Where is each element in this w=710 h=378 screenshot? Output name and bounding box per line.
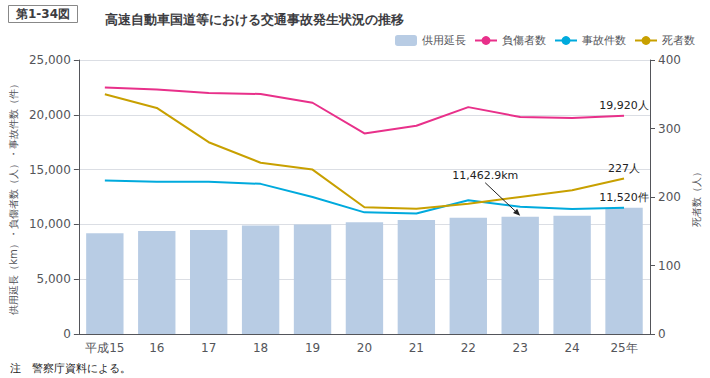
svg-text:高速自動車国道等における交通事故発生状況の推移: 高速自動車国道等における交通事故発生状況の推移 — [105, 12, 404, 27]
svg-text:供用延長（km）・負傷者数（人）・事故件数（件）: 供用延長（km）・負傷者数（人）・事故件数（件） — [8, 79, 19, 315]
svg-text:第1-34図: 第1-34図 — [15, 7, 70, 21]
svg-text:0: 0 — [63, 327, 71, 341]
svg-text:11,462.9km: 11,462.9km — [452, 169, 518, 182]
svg-text:10,000: 10,000 — [29, 217, 71, 231]
svg-text:300: 300 — [658, 122, 681, 136]
svg-text:25,000: 25,000 — [29, 53, 71, 67]
svg-text:16: 16 — [149, 341, 164, 355]
svg-text:死者数: 死者数 — [662, 34, 695, 47]
svg-text:19: 19 — [305, 341, 320, 355]
svg-text:227人: 227人 — [608, 162, 640, 175]
svg-text:17: 17 — [201, 341, 216, 355]
svg-text:平成15: 平成15 — [85, 341, 124, 355]
svg-text:25年: 25年 — [610, 341, 637, 355]
svg-text:供用延長: 供用延長 — [422, 34, 466, 47]
svg-text:死者数（人）: 死者数（人） — [691, 167, 702, 227]
svg-text:0: 0 — [658, 327, 666, 341]
svg-text:24: 24 — [564, 341, 579, 355]
svg-text:400: 400 — [658, 53, 681, 67]
svg-text:11,520件: 11,520件 — [599, 191, 649, 204]
svg-text:18: 18 — [253, 341, 268, 355]
svg-text:注 警察庁資料による。: 注 警察庁資料による。 — [10, 362, 131, 375]
svg-text:19,920人: 19,920人 — [599, 99, 649, 112]
svg-text:22: 22 — [461, 341, 476, 355]
svg-text:負傷者数: 負傷者数 — [502, 34, 546, 47]
svg-text:20: 20 — [357, 341, 372, 355]
svg-text:23: 23 — [513, 341, 528, 355]
svg-text:15,000: 15,000 — [29, 163, 71, 177]
svg-text:20,000: 20,000 — [29, 108, 71, 122]
svg-text:5,000: 5,000 — [37, 272, 71, 286]
svg-text:21: 21 — [409, 341, 424, 355]
svg-text:100: 100 — [658, 259, 681, 273]
svg-text:事故件数: 事故件数 — [582, 34, 626, 47]
svg-text:200: 200 — [658, 190, 681, 204]
